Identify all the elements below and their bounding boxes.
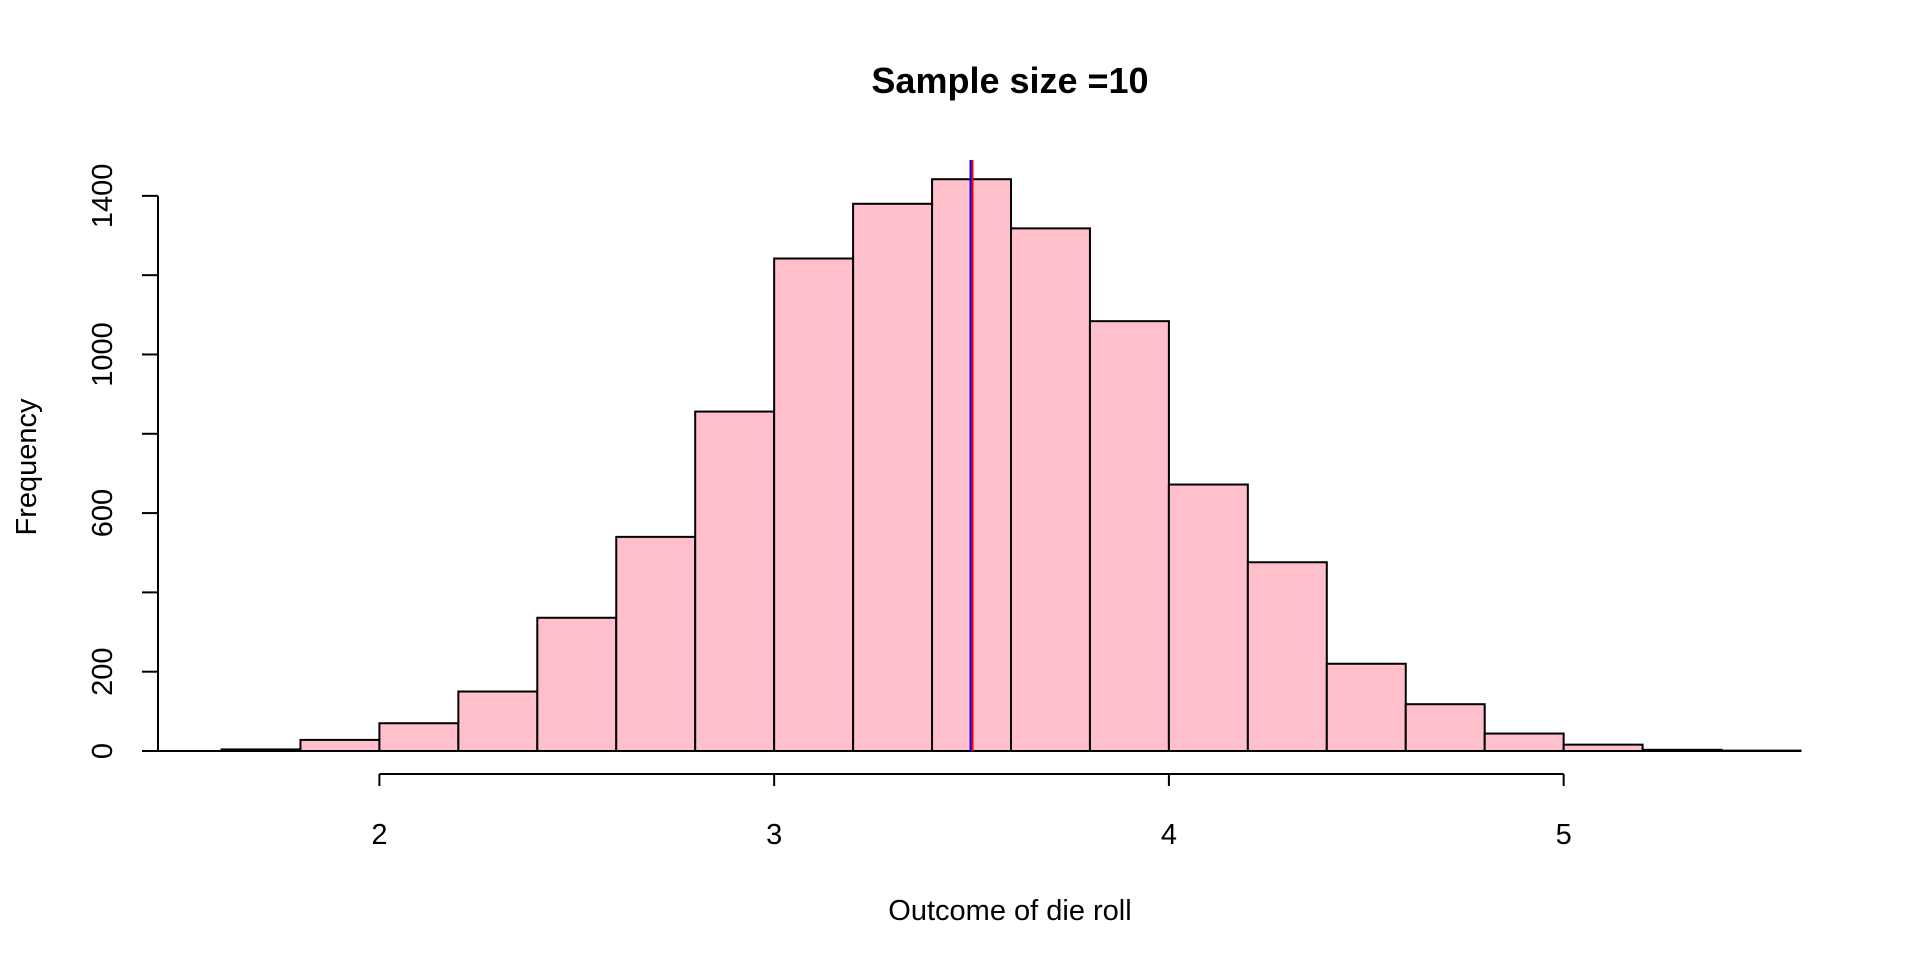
y-tick-label: 0 [87, 743, 119, 759]
y-tick-label: 600 [87, 489, 119, 537]
histogram-bar [615, 535, 697, 752]
histogram-bar [457, 690, 539, 752]
histogram-bar [536, 616, 618, 752]
x-tick-label: 3 [766, 819, 782, 851]
y-tick-label: 200 [87, 647, 119, 695]
histogram-bar [694, 410, 776, 752]
y-axis-label: Frequency [11, 398, 43, 536]
histogram-bar [1167, 483, 1249, 752]
histogram-bar [1088, 320, 1170, 752]
y-tick-label: 1400 [87, 164, 119, 229]
histogram-bar [1325, 662, 1407, 753]
reference-lines [969, 160, 974, 751]
histogram-bar [299, 738, 381, 752]
histogram-bars [158, 178, 1802, 753]
x-tick-label: 2 [371, 819, 387, 851]
x-axis: 2 3 4 5 [371, 773, 1572, 851]
histogram-bar [1404, 703, 1486, 752]
y-axis: 0 200 600 1000 1400 [87, 164, 159, 759]
x-tick-label: 4 [1161, 819, 1177, 851]
histogram-bar [1483, 732, 1565, 753]
histogram-bar [852, 202, 934, 752]
y-tick-label: 1000 [87, 322, 119, 387]
x-tick-label: 5 [1556, 819, 1572, 851]
x-axis-label: Outcome of die roll [888, 895, 1131, 927]
histogram-bar [773, 257, 855, 752]
chart-title: Sample size =10 [871, 60, 1148, 101]
histogram-bar [1010, 227, 1091, 752]
histogram-bar [1246, 561, 1328, 753]
histogram-bar [378, 722, 460, 752]
